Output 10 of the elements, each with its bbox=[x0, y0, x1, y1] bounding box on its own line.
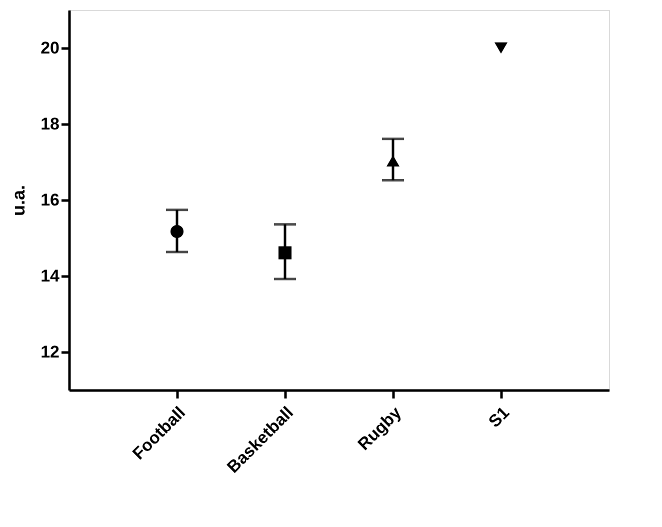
y-tick-label: 16 bbox=[40, 190, 60, 210]
y-axis-title: u.a. bbox=[8, 184, 29, 216]
x-tick-label: S1 bbox=[484, 403, 514, 432]
y-tick-label: 18 bbox=[40, 114, 60, 134]
point bbox=[278, 246, 292, 260]
y-tick-label: 14 bbox=[40, 266, 60, 286]
point bbox=[494, 42, 508, 54]
y-tick-label: 20 bbox=[40, 38, 60, 58]
point bbox=[386, 155, 400, 167]
y-tick-label: 12 bbox=[40, 342, 60, 362]
